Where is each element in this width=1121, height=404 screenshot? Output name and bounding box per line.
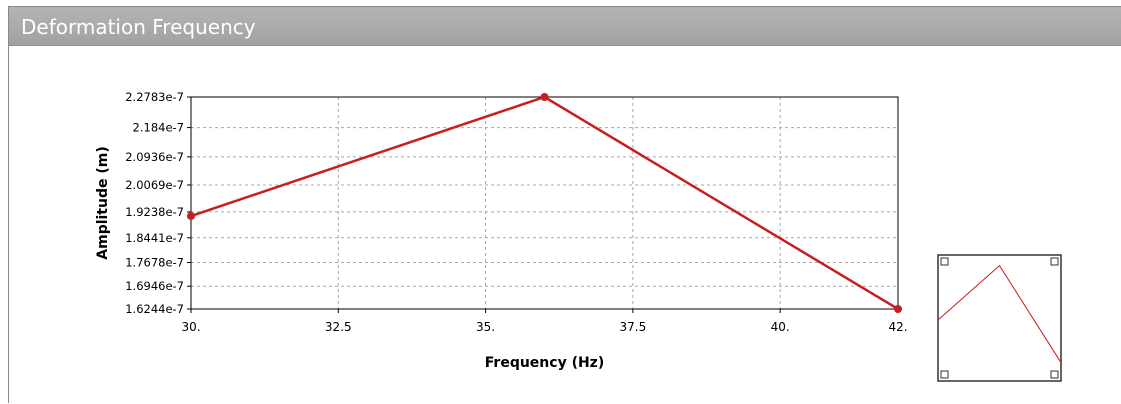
y-tick-label: 1.7678e-7 <box>125 256 184 270</box>
thumbnail-frame[interactable] <box>937 254 1062 382</box>
y-tick-label: 1.6244e-7 <box>125 302 184 316</box>
data-point[interactable] <box>894 305 902 313</box>
deformation-frequency-panel: Deformation Frequency 1.6244e-7 1.6946e-7… <box>8 6 1121 403</box>
x-tick-label: 37.5 <box>620 320 647 334</box>
thumbnail-resize-handle[interactable] <box>940 370 949 379</box>
panel-title: Deformation Frequency <box>21 15 256 39</box>
thumbnail-resize-handle[interactable] <box>940 257 949 266</box>
y-tick-label: 2.0069e-7 <box>125 178 184 192</box>
y-tick-label: 1.8441e-7 <box>125 231 184 245</box>
y-tick-label: 2.184e-7 <box>133 121 184 135</box>
y-tick-label: 2.0936e-7 <box>125 150 184 164</box>
line-chart: 1.6244e-7 1.6946e-7 1.7678e-7 1.8441e-7 1.92… <box>95 90 1062 382</box>
thumbnail-series-line <box>937 264 1062 363</box>
y-tick-label: 1.6946e-7 <box>125 279 184 293</box>
thumbnail-resize-handle[interactable] <box>1050 370 1059 379</box>
x-tick-label: 42. <box>888 320 907 334</box>
x-tick-label: 30. <box>181 320 200 334</box>
data-point[interactable] <box>540 93 549 101</box>
plot-area-frame <box>190 96 899 310</box>
x-tick-label: 35. <box>476 320 495 334</box>
x-tick-label: 32.5 <box>325 320 352 334</box>
x-axis-ticks: 30. 32.5 35. 37.5 40. 42. <box>181 309 908 334</box>
data-point[interactable] <box>187 212 195 221</box>
chart-grid <box>191 97 898 309</box>
series-line <box>190 95 899 311</box>
y-tick-label: 2.2783e-7 <box>125 90 184 104</box>
x-tick-label: 40. <box>771 320 790 334</box>
y-axis-ticks: 1.6244e-7 1.6946e-7 1.7678e-7 1.8441e-7 1.92… <box>125 90 191 316</box>
y-tick-label: 1.9238e-7 <box>125 205 184 219</box>
chart-thumbnail[interactable] <box>937 254 1062 382</box>
series-group <box>187 93 902 313</box>
y-axis-label: Amplitude (m) <box>95 146 111 259</box>
thumbnail-resize-handle[interactable] <box>1050 257 1059 266</box>
panel-titlebar: Deformation Frequency <box>9 7 1121 46</box>
x-axis-label: Frequency (Hz) <box>485 355 604 371</box>
